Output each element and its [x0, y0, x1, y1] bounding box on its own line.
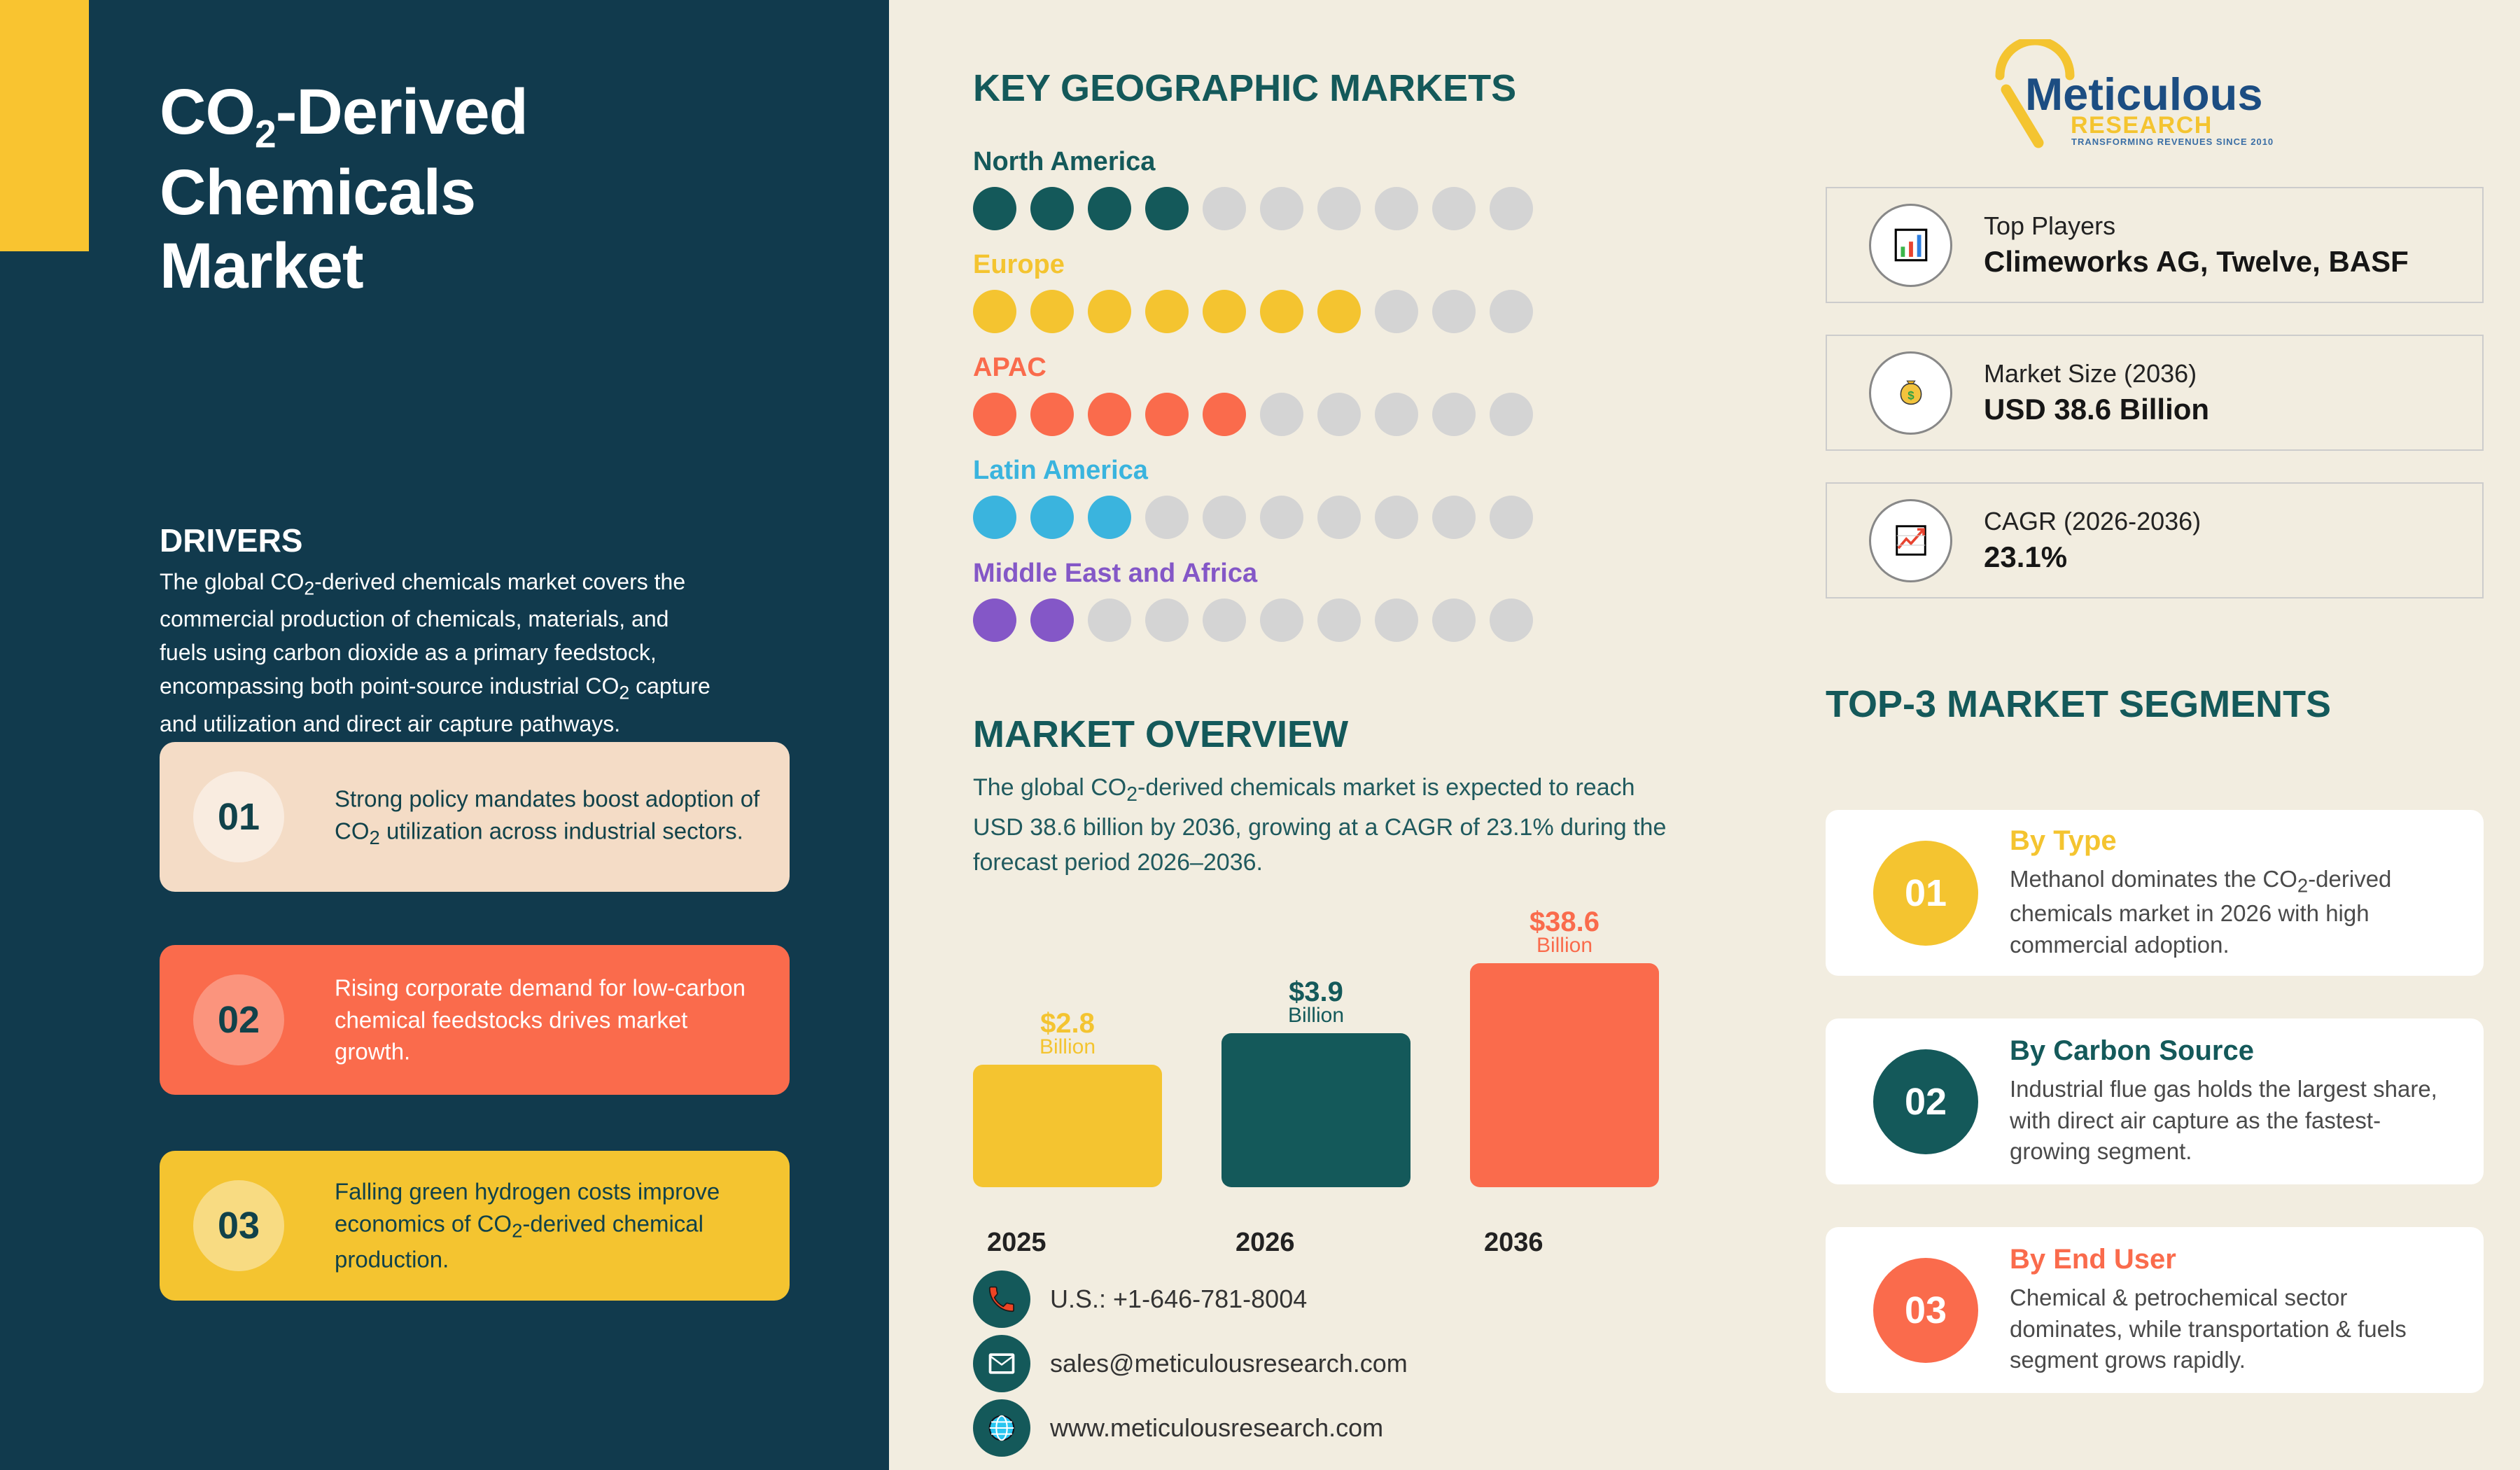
svg-text:RESEARCH: RESEARCH: [2071, 112, 2213, 139]
svg-text:$: $: [1907, 389, 1914, 402]
svg-text:TRANSFORMING REVENUES SINCE 20: TRANSFORMING REVENUES SINCE 2010: [2071, 136, 2274, 147]
